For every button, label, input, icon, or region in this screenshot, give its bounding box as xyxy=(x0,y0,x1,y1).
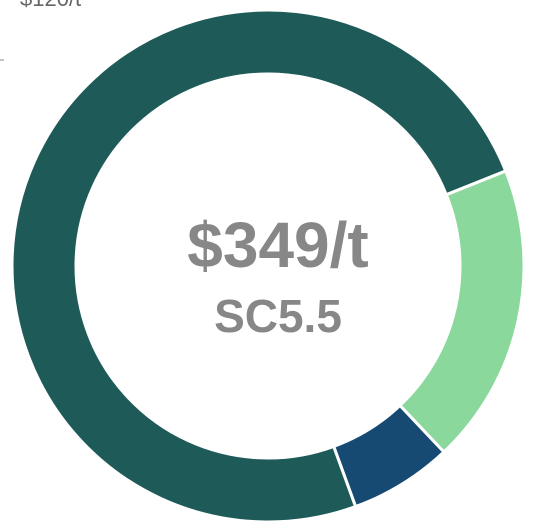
annotation: $120/t xyxy=(20,0,81,11)
center-label: SC5.5 xyxy=(214,290,342,342)
center-value: $349/t xyxy=(187,209,368,281)
donut-segment xyxy=(397,168,526,455)
donut-segment xyxy=(10,8,508,524)
